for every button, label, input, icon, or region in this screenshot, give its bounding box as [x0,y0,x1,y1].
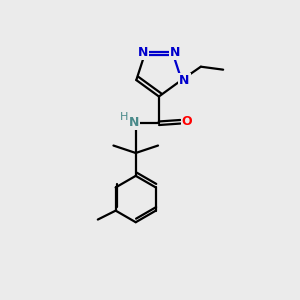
Text: H: H [120,112,129,122]
Text: N: N [170,46,181,59]
Text: N: N [129,116,140,129]
Text: N: N [137,46,148,59]
Text: N: N [179,74,190,87]
Text: O: O [182,115,192,128]
